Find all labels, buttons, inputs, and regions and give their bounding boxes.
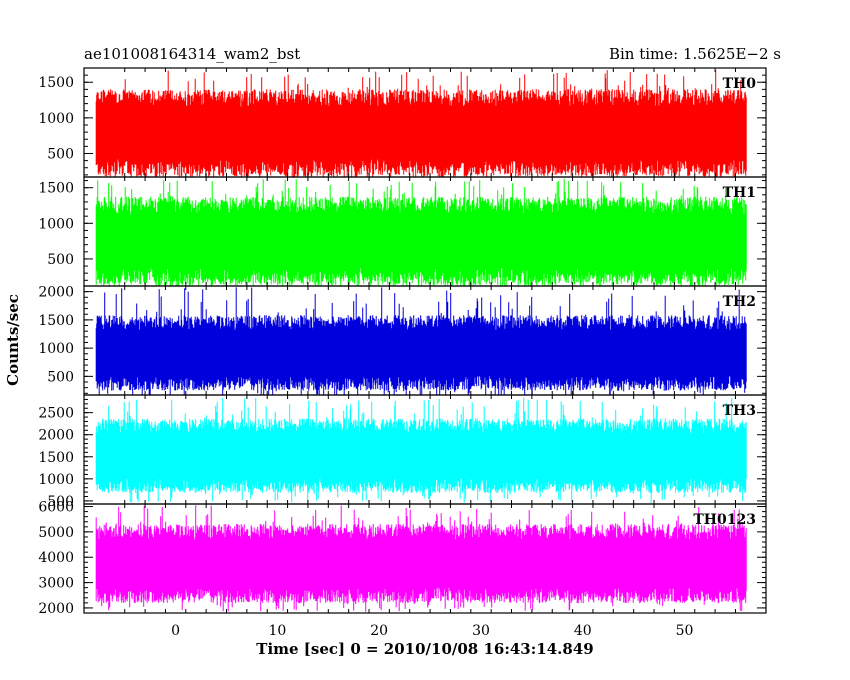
y-tick-label: 1500 xyxy=(38,181,74,197)
y-tick-label: 500 xyxy=(47,369,74,385)
x-tick-label: 50 xyxy=(676,623,694,639)
y-tick-label: 2000 xyxy=(38,285,74,301)
y-tick-label: 1500 xyxy=(38,450,74,466)
y-tick-label: 1000 xyxy=(38,111,74,127)
series-th0 xyxy=(95,70,747,177)
panel-th0: 500 1000 1500 TH0 xyxy=(38,67,767,178)
y-tick-label: 500 xyxy=(47,494,74,510)
y-tick-label: 1000 xyxy=(38,341,74,357)
panel-label-th2: TH2 xyxy=(723,294,756,310)
x-tick-label: 20 xyxy=(370,623,388,639)
x-tick-label: 0 xyxy=(171,623,180,639)
y-tick-label: 1000 xyxy=(38,216,74,232)
y-tick-label: 500 xyxy=(47,146,74,162)
panel-label-th0123: TH0123 xyxy=(693,512,756,528)
panel-label-th0: TH0 xyxy=(723,76,757,92)
y-tick-label: 1500 xyxy=(38,75,74,91)
panel-label-th3: TH3 xyxy=(723,403,756,419)
y-tick-label: 1500 xyxy=(38,313,74,329)
y-tick-label: 6000 xyxy=(38,500,74,516)
y-tick-label: 2000 xyxy=(38,601,74,617)
panel-label-th1: TH1 xyxy=(723,185,756,201)
bin-time-label: Bin time: 1.5625E−2 s xyxy=(609,45,781,63)
series-th1 xyxy=(95,178,747,286)
panel-th3: 500 1000 1500 2000 2500 TH3 xyxy=(38,394,767,510)
panel-frame xyxy=(83,503,767,614)
panel-th1: 500 1000 1500 TH1 xyxy=(38,176,767,287)
file-title: ae101008164314_wam2_bst xyxy=(84,45,300,63)
y-tick-label: 1000 xyxy=(38,472,74,488)
x-tick-label: 10 xyxy=(268,623,286,639)
panel-th2: 500 1000 1500 2000 TH2 xyxy=(38,285,767,396)
y-tick-label: 3000 xyxy=(38,576,74,592)
series-th3 xyxy=(95,397,747,503)
y-tick-label: 2000 xyxy=(38,428,74,444)
y-tick-label: 5000 xyxy=(38,525,74,541)
x-tick-label: 30 xyxy=(472,623,490,639)
y-axis-label: Counts/sec xyxy=(4,294,22,386)
y-tick-label: 500 xyxy=(47,252,74,268)
series-th0123 xyxy=(95,505,747,612)
x-axis-label: Time [sec] 0 = 2010/10/08 16:43:14.849 xyxy=(256,640,593,658)
panel-th0123: 2000 3000 4000 5000 6000 TH0123 xyxy=(38,500,767,617)
x-tick-label: 40 xyxy=(574,623,592,639)
series-th2 xyxy=(95,287,747,395)
y-tick-label: 4000 xyxy=(38,550,74,566)
y-tick-label: 2500 xyxy=(38,406,74,422)
